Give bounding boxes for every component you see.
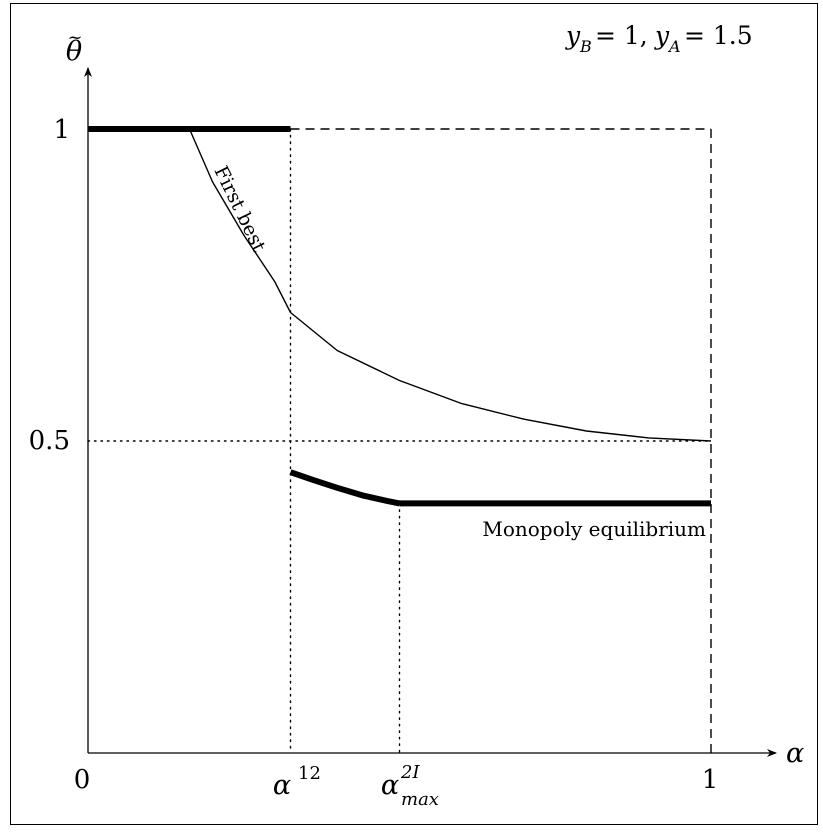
svg-text:A: A (667, 37, 681, 56)
svg-text:α: α (273, 770, 291, 801)
guide-lines (87, 128, 712, 754)
x-tick-label-alpha-2I-max: α 2I max (381, 762, 439, 810)
series-line-first-best (188, 128, 712, 442)
series-group (88, 126, 712, 507)
series-label-monopoly: Monopoly equilibrium (482, 517, 706, 541)
svg-text:12: 12 (298, 763, 321, 784)
svg-text:α: α (381, 770, 399, 801)
x-tick-label-0: 0 (74, 765, 91, 795)
svg-text:2I: 2I (400, 762, 420, 783)
svg-text:~: ~ (67, 27, 82, 48)
param-annotation: y B = 1, y A = 1.5 (565, 21, 753, 56)
y-tick-label-1: 1 (53, 115, 70, 145)
chart-frame (10, 3, 818, 825)
svg-text:= 1,: = 1, (595, 21, 648, 50)
x-axis-label: α (786, 738, 804, 769)
x-tick-label-1: 1 (702, 765, 719, 795)
x-tick-label-alpha-12: α 12 (273, 763, 321, 801)
svg-text:y: y (654, 21, 670, 50)
series-label-first-best: First best (210, 163, 271, 256)
svg-text:y: y (565, 21, 581, 50)
y-tick-label-0.5: 0.5 (29, 426, 70, 456)
svg-text:max: max (401, 789, 439, 810)
svg-text:= 1.5: = 1.5 (684, 21, 753, 50)
series-line-monopoly-segment-1 (289, 469, 401, 507)
svg-text:θ: θ (66, 36, 82, 67)
y-axis-label: θ ~ (66, 27, 83, 67)
svg-text:B: B (579, 37, 592, 56)
